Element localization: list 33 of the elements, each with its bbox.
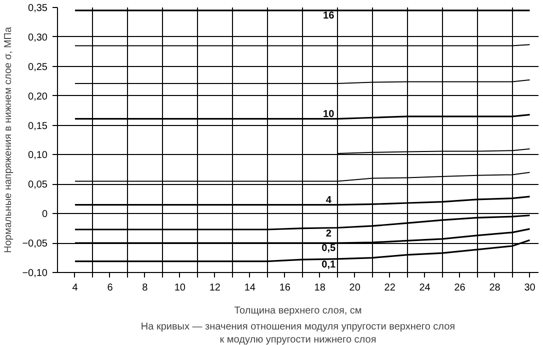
x-tick-label: 16 xyxy=(279,282,291,294)
x-tick-label: 14 xyxy=(244,282,256,294)
x-tick-label: 8 xyxy=(142,282,148,294)
x-tick-label: 12 xyxy=(209,282,221,294)
x-tick-label: 22 xyxy=(384,282,396,294)
y-tick-label: 0,10 xyxy=(28,150,48,162)
y-tick-label: −0,05 xyxy=(22,238,48,250)
series-label: 0,1 xyxy=(322,260,336,271)
x-tick-label: 4 xyxy=(72,282,78,294)
y-tick-label: 0,15 xyxy=(28,120,48,132)
x-tick-label: 6 xyxy=(107,282,114,294)
x-tick-label: 24 xyxy=(419,282,431,294)
y-tick-label: 0,30 xyxy=(28,32,48,44)
series-label: 10 xyxy=(323,108,335,120)
y-tick-label: 0,05 xyxy=(28,180,48,191)
y-tick-label: −0,10 xyxy=(22,268,48,279)
x-tick-label: 18 xyxy=(314,282,326,294)
x-tick-label: 28 xyxy=(489,282,501,294)
x-tick-label: 10 xyxy=(174,282,186,294)
text: На кривых — значения отношения модуля упругости верхнего слоя к модулю упругости нижнего слоя xyxy=(140,322,456,345)
y-axis-title: Нормальные напряжения в нижнем слое σ, МПа xyxy=(3,26,14,254)
series-label: 4 xyxy=(326,194,332,206)
y-tick-label: 0 xyxy=(42,209,48,220)
series-label: 2 xyxy=(326,228,332,240)
y-tick-label: 0,20 xyxy=(28,91,48,102)
x-axis-title: Толщина верхнего слоя, см xyxy=(234,306,362,316)
series-label: 16 xyxy=(323,10,335,22)
x-tick-label: 30 xyxy=(524,282,536,294)
y-tick-label: 0,35 xyxy=(28,3,48,14)
x-tick-label: 20 xyxy=(349,282,361,294)
x-tick-label: 26 xyxy=(454,282,466,294)
series-label: 0,5 xyxy=(322,243,336,254)
y-tick-label: 0,25 xyxy=(28,62,48,73)
